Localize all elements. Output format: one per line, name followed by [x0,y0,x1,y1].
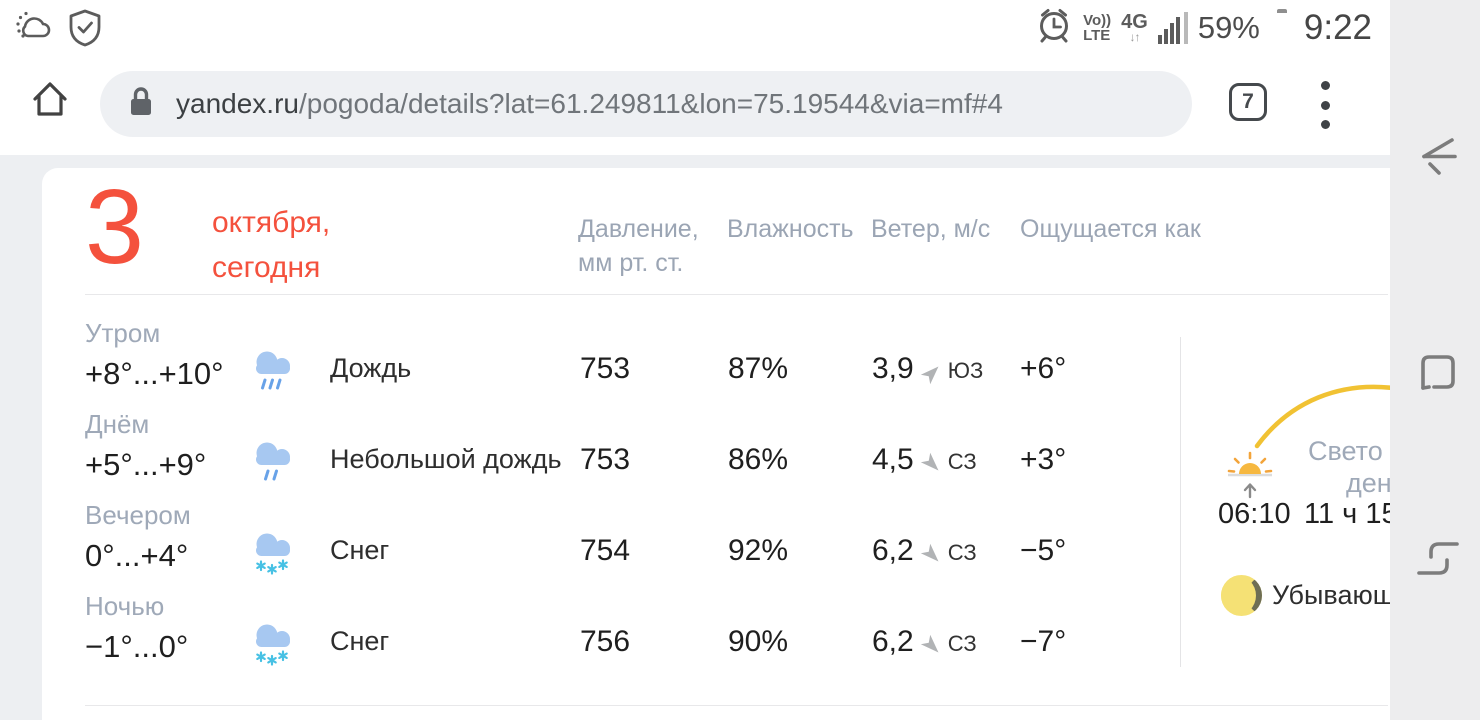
status-bar: Vo)) LTE 4G ↓↑ 59% 9:22 [0,0,1390,55]
wind-speed: 3,9 [872,352,914,385]
pressure-value: 753 [580,352,631,385]
period-label: Ночью [85,591,165,621]
condition-label: Небольшой дождь [330,444,562,474]
back-button[interactable] [1411,131,1459,179]
column-header-wind: Ветер, м/с [871,215,991,243]
temp-range: +8°...+10° [85,356,224,391]
wind-direction-arrow-se-icon [918,541,946,569]
home-button[interactable] [30,79,70,119]
period-label: Утром [85,318,161,348]
navigation-bar [1390,0,1480,720]
period-label: Вечером [85,500,191,530]
column-header-pressure: Давление, мм рт. ст. [578,215,699,277]
status-time: 9:22 [1303,7,1372,47]
table-row-night: Ночью −1°...0° Снег 756 90 [85,575,1180,666]
wind-speed: 6,2 [872,625,914,658]
network-4g-icon: 4G ↓↑ [1121,11,1148,44]
tab-count: 7 [1242,90,1254,113]
pressure-value: 753 [580,443,631,476]
wind-cell: 3,9 ЮЗ [872,352,1020,393]
daylight-title-line2: ден [1346,468,1392,498]
sunrise-time: 06:10 [1218,498,1291,530]
feels-like-value: +6° [1020,352,1067,385]
volte-icon: Vo)) LTE [1083,11,1112,44]
table-row-morning: Утром +8°...+10° Дождь 753 87% 3,9 [85,302,1180,393]
wind-cell: 6,2 СЗ [872,534,1020,575]
feels-like-value: −7° [1020,625,1067,658]
recents-button[interactable] [1411,533,1459,581]
wind-direction: СЗ [947,631,977,656]
temp-range: −1°...0° [85,629,189,664]
wind-direction: ЮЗ [947,358,984,383]
wind-direction: СЗ [947,540,977,565]
date-month-today: октября, сегодня [212,206,331,284]
wind-direction-arrow-se-icon [918,632,946,660]
signal-strength-icon [1157,11,1188,44]
temp-range: 0°...+4° [85,538,189,573]
divider [85,294,1388,295]
table-row-evening: Вечером 0°...+4° Снег 754 [85,484,1180,575]
wind-direction: СЗ [947,449,977,474]
temp-range: +5°...+9° [85,447,207,482]
condition-label: Снег [330,626,390,656]
pressure-value: 754 [580,534,631,567]
lock-icon[interactable] [128,86,154,123]
table-row-day: Днём +5°...+9° Небольшой дождь 753 86% [85,393,1180,484]
humidity-value: 92% [728,534,789,567]
daylight-title-line1: Свето [1308,436,1383,466]
wind-speed: 6,2 [872,534,914,567]
sunrise-icon [1220,441,1280,504]
divider [85,705,1388,706]
period-label: Днём [85,409,150,439]
pressure-value: 756 [580,625,631,658]
wind-cell: 4,5 СЗ [872,443,1020,484]
column-header-humidity: Влажность [727,215,854,243]
battery-percent: 59% [1197,9,1260,45]
divider [1180,337,1181,667]
menu-kebab-button[interactable] [1320,81,1330,129]
shield-check-icon [68,8,102,53]
home-nav-button[interactable] [1411,346,1459,394]
battery-icon [1270,8,1294,47]
daylight-duration: 11 ч 15 [1304,498,1398,530]
snow-icon [248,524,330,581]
weather-notification-icon [14,9,54,52]
humidity-value: 86% [728,443,789,476]
snow-icon [248,615,330,672]
column-header-feels-like: Ощущается как [1020,215,1201,243]
condition-label: Снег [330,535,390,565]
humidity-value: 87% [728,352,789,385]
forecast-table: Утром +8°...+10° Дождь 753 87% 3,9 [85,302,1180,666]
humidity-value: 90% [728,625,789,658]
browser-toolbar: yandex.ru/pogoda/details?lat=61.249811&l… [0,55,1390,155]
url-bar[interactable]: yandex.ru/pogoda/details?lat=61.249811&l… [100,71,1192,137]
url-text: yandex.ru/pogoda/details?lat=61.249811&l… [176,88,1003,119]
feels-like-value: −5° [1020,534,1067,567]
date-day: 3 [85,168,144,286]
condition-label: Дождь [330,353,412,383]
wind-direction-arrow-ne-icon [918,359,946,387]
wind-cell: 6,2 СЗ [872,625,1020,666]
tab-counter-button[interactable]: 7 [1229,83,1267,121]
alarm-clock-icon [1035,6,1073,49]
light-rain-icon [248,433,330,490]
wind-direction-arrow-se-icon [918,450,946,478]
sun-path-arc [1253,378,1396,455]
rain-icon [248,342,330,399]
waning-moon-icon [1221,575,1262,616]
feels-like-value: +3° [1020,443,1067,476]
wind-speed: 4,5 [872,443,914,476]
